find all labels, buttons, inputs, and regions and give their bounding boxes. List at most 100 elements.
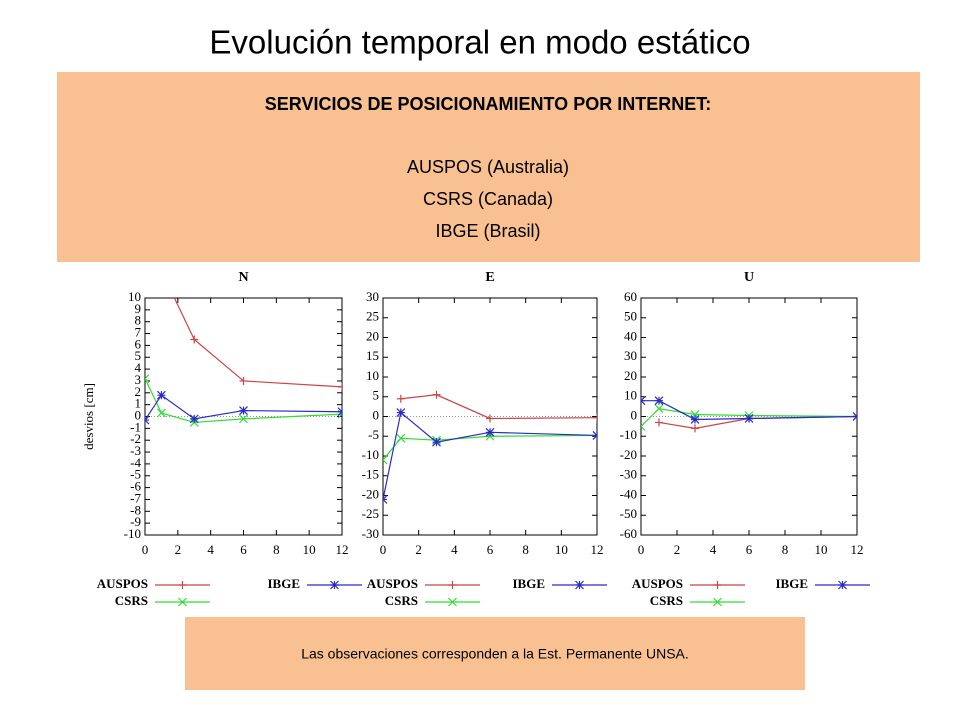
y-tick-label: 3 — [135, 372, 142, 387]
x-tick-label: 6 — [240, 542, 247, 557]
y-tick-label: 5 — [373, 388, 380, 403]
data-point — [641, 421, 646, 431]
legend-label: CSRS — [385, 593, 418, 608]
y-tick-label: -20 — [620, 447, 637, 462]
y-tick-label: -5 — [130, 467, 141, 482]
y-tick-label: 0 — [135, 407, 142, 422]
data-point — [432, 437, 441, 447]
data-point — [338, 382, 342, 391]
x-tick-label: 4 — [710, 542, 717, 557]
data-point — [432, 390, 441, 399]
y-tick-label: 5 — [135, 348, 142, 363]
x-tick-label: 0 — [380, 542, 387, 557]
y-tick-label: 20 — [366, 328, 379, 343]
x-tick-label: 8 — [782, 542, 789, 557]
legend-marker — [713, 581, 722, 589]
y-tick-label: -30 — [620, 467, 637, 482]
series-line — [383, 411, 597, 500]
y-tick-label: 2 — [135, 384, 142, 399]
legend-marker — [575, 580, 584, 590]
y-tick-label: -9 — [130, 514, 141, 529]
x-tick-label: 10 — [555, 542, 568, 557]
legend-label: IBGE — [512, 576, 545, 591]
x-tick-label: 4 — [207, 542, 214, 557]
data-point — [744, 414, 754, 423]
data-point — [145, 415, 150, 425]
y-tick-label: -25 — [362, 506, 379, 521]
y-tick-label: -10 — [362, 447, 379, 462]
data-point — [190, 335, 199, 344]
x-tick-label: 8 — [273, 542, 280, 557]
y-tick-label: 0 — [631, 407, 638, 422]
data-point — [239, 414, 248, 424]
y-tick-label: -60 — [620, 526, 637, 541]
data-point — [383, 455, 388, 465]
footer-text: Las observaciones corresponden a la Est.… — [301, 646, 689, 662]
x-tick-label: 8 — [522, 542, 529, 557]
legend-marker — [330, 580, 339, 590]
y-tick-label: 20 — [624, 368, 637, 383]
y-tick-label: 10 — [624, 388, 637, 403]
legend-label: IBGE — [267, 576, 300, 591]
data-point — [383, 495, 388, 504]
y-tick-label: -7 — [130, 490, 141, 505]
footer-box — [185, 617, 805, 690]
header-line: IBGE (Brasil) — [435, 221, 540, 241]
x-tick-label: 6 — [746, 542, 753, 557]
data-point — [592, 431, 597, 440]
y-tick-label: 40 — [624, 328, 637, 343]
data-point — [485, 427, 495, 437]
data-point — [641, 396, 646, 406]
header-box — [57, 72, 920, 262]
x-tick-label: 0 — [638, 542, 645, 557]
legend-label: AUSPOS — [632, 576, 683, 591]
legend-label: CSRS — [115, 593, 148, 608]
data-point — [486, 414, 494, 423]
x-tick-label: 12 — [336, 542, 349, 557]
y-tick-label: 30 — [624, 348, 637, 363]
y-tick-label: 50 — [624, 309, 637, 324]
data-point — [654, 396, 664, 406]
header-line: AUSPOS (Australia) — [407, 157, 569, 177]
y-axis-label: desvios [cm] — [81, 383, 96, 450]
y-tick-label: -10 — [620, 427, 637, 442]
y-tick-label: 1 — [135, 396, 142, 411]
y-tick-label: -30 — [362, 526, 379, 541]
y-tick-label: 15 — [366, 348, 379, 363]
legend-marker — [448, 581, 457, 589]
legend-marker — [838, 580, 847, 590]
x-tick-label: 2 — [415, 542, 422, 557]
y-tick-label: -8 — [130, 502, 141, 517]
y-tick-label: 30 — [366, 289, 379, 304]
y-tick-label: -40 — [620, 486, 637, 501]
legend-marker — [178, 581, 187, 589]
data-point — [145, 374, 150, 384]
legend-label: CSRS — [650, 593, 683, 608]
y-tick-label: -1 — [130, 419, 141, 434]
x-tick-label: 0 — [142, 542, 149, 557]
data-point — [337, 407, 342, 417]
y-tick-label: -2 — [130, 431, 141, 446]
y-tick-label: -20 — [362, 486, 379, 501]
x-tick-label: 12 — [591, 542, 604, 557]
y-tick-label: -5 — [368, 427, 379, 442]
series-line — [400, 394, 597, 420]
data-point — [157, 267, 165, 275]
chart-title: U — [744, 270, 754, 285]
y-tick-label: -4 — [130, 455, 141, 470]
y-tick-label: 10 — [366, 368, 379, 383]
y-tick-label: 0 — [373, 407, 380, 422]
data-point — [852, 412, 857, 421]
data-point — [655, 418, 663, 427]
data-point — [156, 390, 166, 400]
data-point — [396, 394, 405, 403]
y-tick-label: 25 — [366, 309, 379, 324]
chart-title: N — [238, 270, 248, 285]
legend-label: AUSPOS — [97, 576, 148, 591]
y-tick-label: -6 — [130, 479, 141, 494]
x-tick-label: 4 — [451, 542, 458, 557]
y-tick-label: -3 — [130, 443, 141, 458]
series-line — [383, 434, 597, 461]
y-tick-label: -50 — [620, 506, 637, 521]
